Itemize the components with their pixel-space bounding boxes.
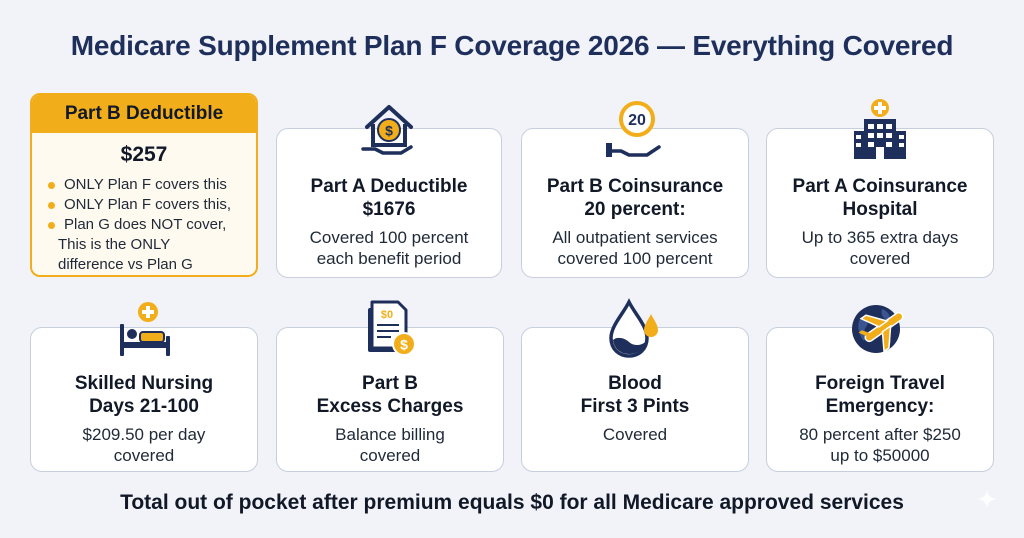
bill-document-dollar-icon: $0 $ (368, 300, 416, 356)
card-heading: First 3 Pints (580, 396, 690, 417)
hand-20-coin-icon: 20 (606, 101, 661, 157)
card-text: up to $50000 (830, 446, 930, 465)
card-heading: Part A Coinsurance (792, 176, 968, 197)
part-b-deductible-header: Part B Deductible (32, 95, 256, 133)
part-b-coinsurance-card: Part B Coinsurance 20 percent: All outpa… (521, 128, 749, 278)
note-line: difference vs Plan G (58, 256, 193, 273)
part-b-deductible-card: Part B Deductible $257 ONLY Plan F cover… (30, 93, 258, 277)
globe-airplane-icon (852, 305, 904, 353)
foreign-travel-card: Foreign Travel Emergency: 80 percent aft… (766, 327, 994, 472)
skilled-nursing-card: Skilled Nursing Days 21-100 $209.50 per … (30, 327, 258, 472)
nursing-bed-icon (120, 302, 170, 356)
card-text: Balance billing (335, 425, 445, 444)
svg-text:$: $ (385, 123, 393, 139)
note-line: ONLY Plan F covers this, (48, 195, 256, 215)
hospital-building-icon (854, 99, 906, 159)
card-heading: Foreign Travel (815, 373, 945, 394)
card-text: covered (113, 446, 175, 465)
card-heading: 20 percent: (584, 199, 686, 220)
card-heading: Part A Deductible (310, 176, 468, 197)
sparkle-icon (977, 489, 997, 509)
bill-label: $0 (381, 309, 393, 321)
card-text: Covered (602, 425, 668, 444)
card-heading: Excess Charges (316, 396, 464, 417)
card-text: Covered 100 percent (309, 228, 469, 247)
note-line: Plan G does NOT cover, (48, 215, 256, 235)
card-text: covered (359, 446, 421, 465)
card-text: $209.50 per day (82, 425, 206, 444)
card-heading: Hospital (842, 199, 918, 220)
card-text: each benefit period (316, 249, 462, 268)
card-heading: Part B (362, 373, 418, 394)
svg-text:$: $ (400, 337, 408, 353)
house-hand-dollar-icon: $ (361, 105, 413, 155)
page-title: Medicare Supplement Plan F Coverage 2026… (70, 30, 954, 61)
card-heading: Skilled Nursing (74, 373, 214, 394)
part-a-coinsurance-card: Part A Coinsurance Hospital Up to 365 ex… (766, 128, 994, 278)
note-line: This is the ONLY (58, 236, 171, 253)
card-heading: Part B Coinsurance (546, 176, 724, 197)
blood-drop-icon (609, 298, 658, 358)
footer-summary: Total out of pocket after premium equals… (120, 491, 904, 514)
card-text: 80 percent after $250 (799, 425, 961, 444)
part-b-deductible-notes: ONLY Plan F covers this ONLY Plan F cove… (32, 175, 256, 275)
part-b-deductible-amount: $257 (120, 143, 168, 166)
card-heading: Emergency: (825, 396, 935, 417)
card-text: covered 100 percent (557, 249, 713, 268)
coin-label: 20 (628, 112, 646, 129)
card-text: All outpatient services (552, 228, 718, 247)
card-heading: $1676 (362, 199, 416, 220)
card-text: Up to 365 extra days (801, 228, 959, 247)
card-heading: Blood (608, 373, 662, 394)
card-text: covered (849, 249, 911, 268)
note-line: ONLY Plan F covers this (48, 175, 256, 195)
card-heading: Days 21-100 (89, 396, 199, 417)
